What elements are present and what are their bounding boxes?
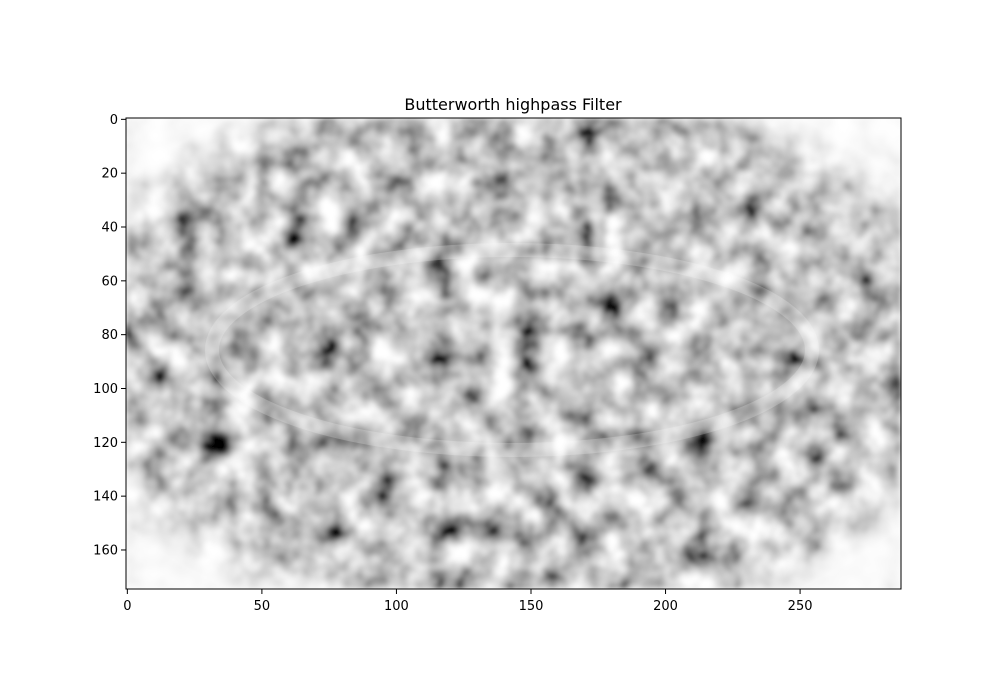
y-tick-label: 0 <box>110 113 118 128</box>
y-tick-label: 20 <box>101 167 118 182</box>
y-tick-label: 80 <box>101 328 118 343</box>
x-tick-label: 50 <box>254 599 271 614</box>
y-axis-ticks: 0 20 40 60 80 100 120 140 160 <box>93 113 126 558</box>
image-edge-fade <box>126 118 901 589</box>
x-tick-label: 200 <box>653 599 678 614</box>
x-tick-label: 250 <box>788 599 813 614</box>
x-tick-label: 0 <box>123 599 131 614</box>
y-tick-label: 40 <box>101 221 118 236</box>
x-axis-ticks: 0 50 100 150 200 250 <box>123 589 813 614</box>
axes-frame <box>125 117 902 590</box>
y-tick-label: 160 <box>93 543 118 558</box>
y-tick-label: 140 <box>93 490 118 505</box>
y-tick-label: 60 <box>101 274 118 289</box>
y-tick-label: 100 <box>93 382 118 397</box>
chart-title: Butterworth highpass Filter <box>404 95 622 114</box>
x-tick-label: 100 <box>384 599 409 614</box>
image-area <box>126 118 901 589</box>
y-tick-label: 120 <box>93 436 118 451</box>
x-tick-label: 150 <box>519 599 544 614</box>
